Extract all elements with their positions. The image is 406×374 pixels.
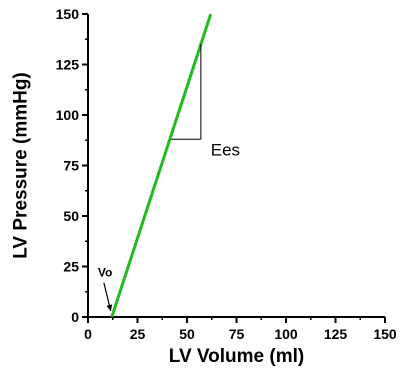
x-tick-label: 50 bbox=[179, 326, 195, 342]
y-tick-label: 25 bbox=[63, 259, 79, 275]
ees-label: Ees bbox=[211, 140, 240, 159]
y-tick-label: 150 bbox=[56, 6, 80, 22]
y-tick-label: 75 bbox=[63, 158, 79, 174]
y-tick-label: 100 bbox=[56, 107, 80, 123]
x-tick-label: 125 bbox=[324, 326, 348, 342]
vo-label: Vo bbox=[98, 266, 112, 280]
series bbox=[110, 13, 213, 318]
y-tick-label: 50 bbox=[63, 208, 79, 224]
y-tick-label: 125 bbox=[56, 57, 80, 73]
y-tick-label: 0 bbox=[71, 309, 79, 325]
x-tick-label: 150 bbox=[373, 326, 397, 342]
x-tick-label: 0 bbox=[84, 326, 92, 342]
annotations: Ees Vo bbox=[98, 140, 240, 312]
vo-arrowhead bbox=[106, 304, 113, 311]
y-axis-title: LV Pressure (mmHg) bbox=[11, 72, 32, 259]
slope-triangle bbox=[171, 44, 202, 140]
x-tick-label: 25 bbox=[130, 326, 146, 342]
esp-line bbox=[110, 13, 213, 318]
x-axis-title: LV Volume (ml) bbox=[169, 346, 304, 367]
x-tick-label: 100 bbox=[274, 326, 298, 342]
ticks: 0 25 50 75 100 125 150 0 25 50 75 100 125 150 bbox=[56, 6, 397, 342]
x-tick-label: 75 bbox=[229, 326, 245, 342]
